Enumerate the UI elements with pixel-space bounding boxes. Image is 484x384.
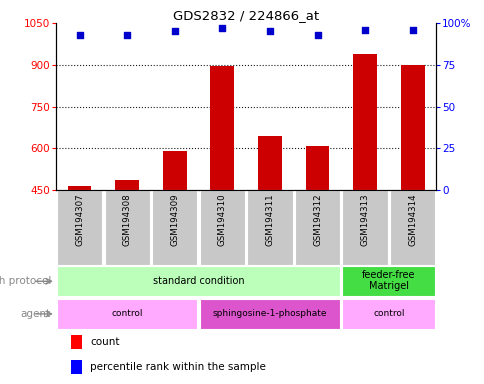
Text: GSM194311: GSM194311 [265, 194, 274, 247]
Text: sphingosine-1-phosphate: sphingosine-1-phosphate [212, 309, 327, 318]
Point [123, 31, 131, 38]
Point [76, 31, 83, 38]
Bar [210, 66, 234, 190]
Text: standard condition: standard condition [152, 276, 244, 286]
Bar [57, 266, 339, 296]
Text: GSM194312: GSM194312 [312, 194, 321, 247]
Point [361, 26, 368, 33]
Bar [294, 190, 339, 265]
Text: control: control [372, 309, 404, 318]
Text: GSM194309: GSM194309 [170, 194, 179, 246]
Bar [115, 180, 139, 190]
Bar [199, 190, 244, 265]
Bar [71, 335, 82, 349]
Point [266, 28, 273, 35]
Text: count: count [90, 337, 119, 347]
Point [218, 25, 226, 31]
Text: GSM194313: GSM194313 [360, 194, 369, 247]
Text: percentile rank within the sample: percentile rank within the sample [90, 362, 265, 372]
Bar [152, 190, 197, 265]
Text: control: control [111, 309, 143, 318]
Text: GSM194314: GSM194314 [408, 194, 416, 247]
Bar [71, 360, 82, 374]
Bar [68, 187, 91, 190]
Bar [342, 190, 387, 265]
Title: GDS2832 / 224866_at: GDS2832 / 224866_at [173, 9, 318, 22]
Text: GSM194307: GSM194307 [75, 194, 84, 247]
Bar [305, 146, 329, 190]
Text: GSM194310: GSM194310 [217, 194, 227, 247]
Text: feeder-free
Matrigel: feeder-free Matrigel [362, 270, 415, 291]
Point [408, 26, 416, 33]
Bar [57, 299, 197, 329]
Text: agent: agent [21, 309, 51, 319]
Bar [352, 54, 376, 190]
Bar [104, 190, 150, 265]
Bar [57, 190, 102, 265]
Bar [389, 190, 435, 265]
Bar [257, 136, 281, 190]
Bar [199, 299, 339, 329]
Text: growth protocol: growth protocol [0, 276, 51, 286]
Bar [247, 190, 292, 265]
Bar [163, 151, 186, 190]
Text: GSM194308: GSM194308 [122, 194, 131, 247]
Bar [342, 299, 435, 329]
Bar [342, 266, 435, 296]
Bar [400, 65, 424, 190]
Point [313, 31, 321, 38]
Point [170, 28, 178, 35]
